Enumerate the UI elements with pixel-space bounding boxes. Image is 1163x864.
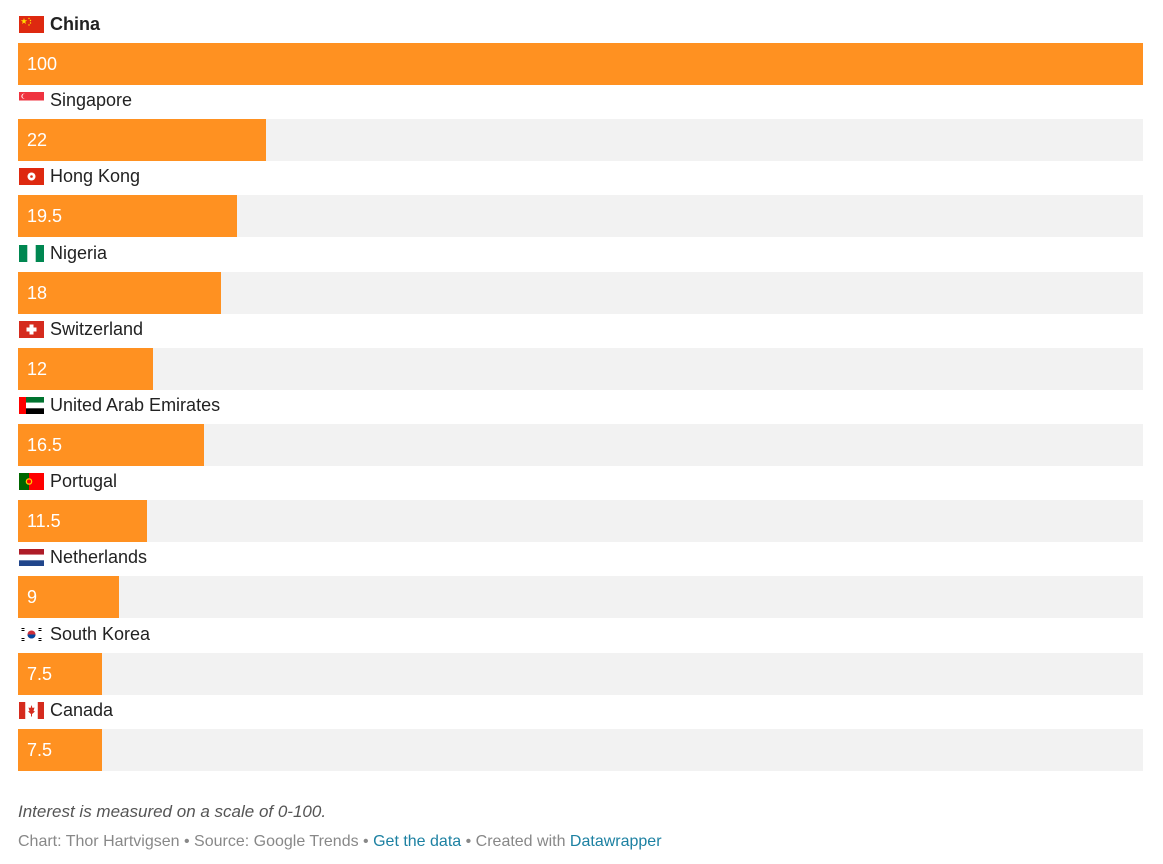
bar-value-label: 22 (27, 130, 48, 151)
category-label: South Korea (50, 623, 151, 644)
source-text: Source: Google Trends (194, 833, 359, 850)
bar (18, 652, 103, 695)
category-label: Singapore (50, 90, 133, 111)
bar-track (18, 728, 1143, 771)
category-label: Portugal (50, 471, 118, 492)
uae-flag-icon (19, 397, 44, 414)
bar (18, 43, 1143, 85)
singapore-flag-icon (19, 92, 44, 110)
bar-value-label: 12 (27, 358, 48, 379)
chart-footer: Chart: Thor Hartvigsen • Source: Google … (18, 833, 662, 851)
china-flag-icon (19, 16, 44, 33)
category-label: United Arab Emirates (50, 395, 221, 415)
get-the-data-link[interactable]: Get the data (373, 833, 462, 850)
datawrapper-link[interactable]: Datawrapper (569, 833, 662, 850)
nigeria-flag-icon (19, 244, 44, 262)
chart-credit: Chart: Thor Hartvigsen (18, 833, 180, 850)
bar (18, 347, 153, 390)
bar (18, 424, 204, 466)
bar-track (18, 652, 1143, 695)
created-with-text: Created with (475, 833, 570, 850)
separator: • (461, 833, 476, 850)
separator: • (358, 833, 374, 850)
portugal-flag-icon (19, 473, 44, 491)
bar-value-label: 9 (27, 587, 38, 608)
category-label: Nigeria (50, 242, 108, 263)
south-korea-flag-icon (19, 625, 44, 643)
bar-track (18, 347, 1143, 390)
bar-value-label: 7.5 (27, 739, 53, 760)
bar (18, 195, 238, 238)
bar (18, 576, 120, 619)
bar-value-label: 18 (27, 282, 48, 303)
category-label: Canada (50, 699, 114, 720)
canada-flag-icon (19, 701, 44, 719)
hong-kong-flag-icon (19, 168, 44, 186)
bar-chart: China 100 Singapore 22 Hong Kong 19.5 Nigeria 1… (18, 14, 1143, 771)
scale-note: Interest is measured on a scale of 0-100… (18, 802, 327, 821)
separator: • (179, 833, 195, 850)
bar-value-label: 11.5 (27, 511, 61, 532)
bar-value-label: 100 (27, 54, 58, 74)
bar-track (18, 424, 1143, 466)
bar-value-label: 19.5 (27, 206, 63, 227)
bar (18, 271, 221, 314)
bar-value-label: 7.5 (27, 663, 53, 684)
category-label: Hong Kong (50, 166, 141, 187)
bar-track (18, 576, 1143, 619)
netherlands-flag-icon (19, 549, 44, 567)
bar (18, 728, 103, 771)
category-label: Netherlands (50, 547, 148, 568)
bar (18, 500, 148, 543)
category-label: China (50, 14, 101, 34)
bar-track (18, 500, 1143, 543)
bar-value-label: 16.5 (27, 435, 63, 455)
switzerland-flag-icon (19, 320, 44, 338)
bar (18, 119, 266, 162)
category-label: Switzerland (50, 318, 144, 339)
